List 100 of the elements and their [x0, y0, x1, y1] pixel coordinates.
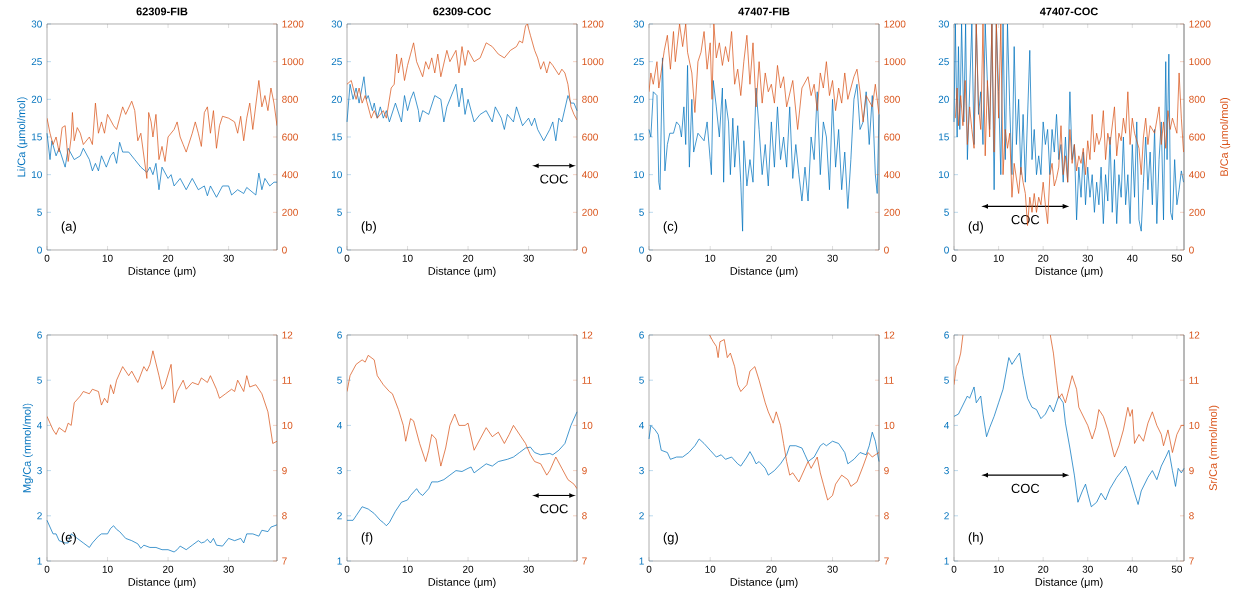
y2-tick-label: 8	[282, 512, 287, 520]
line-series	[347, 23, 578, 121]
y2-tick-label: 600	[282, 133, 298, 141]
x-tick-label: 40	[1127, 254, 1138, 262]
y2-axis-title: B/Ca (μmol/mol)	[1219, 97, 1231, 176]
y-tick-label: 25	[31, 58, 42, 66]
x-tick-label: 0	[646, 565, 652, 573]
y-tick-label: 2	[37, 512, 42, 520]
y-tick-label: 1	[944, 557, 949, 565]
y-tick-label: 20	[938, 95, 949, 103]
y2-axis-title: Sr/Ca (mmol/mol)	[1208, 405, 1220, 491]
y2-tick-label: 10	[1189, 421, 1200, 429]
x-tick-label: 10	[993, 565, 1004, 573]
y2-tick-label: 10	[582, 421, 593, 429]
y2-tick-label: 11	[884, 376, 894, 384]
y-tick-label: 10	[633, 171, 644, 179]
y-tick-label: 3	[337, 467, 342, 475]
annotation: COC	[540, 504, 568, 514]
x-tick-label: 10	[402, 565, 413, 573]
y-tick-label: 15	[31, 133, 42, 141]
y2-tick-label: 11	[582, 376, 592, 384]
y2-tick-label: 800	[282, 95, 298, 103]
y2-tick-label: 0	[282, 246, 287, 254]
x-tick-label: 0	[646, 254, 652, 262]
x-tick-label: 30	[523, 565, 534, 573]
y2-tick-label: 1200	[582, 20, 604, 28]
y-tick-label: 25	[938, 58, 949, 66]
y-tick-label: 0	[639, 246, 644, 254]
y2-tick-label: 8	[582, 512, 587, 520]
y-tick-label: 4	[639, 421, 645, 429]
y2-tick-label: 800	[582, 95, 598, 103]
annotation: (b)	[361, 221, 376, 234]
annotation: (g)	[663, 532, 678, 545]
y2-tick-label: 7	[1189, 557, 1194, 565]
y-tick-label: 1	[37, 557, 42, 565]
chart-title: 62309-FIB	[136, 7, 188, 16]
y-tick-label: 30	[31, 20, 42, 28]
y2-tick-label: 9	[1189, 467, 1194, 475]
y-tick-label: 15	[331, 133, 342, 141]
x-tick-label: 10	[705, 565, 716, 573]
y2-tick-label: 9	[884, 467, 889, 475]
y2-tick-label: 600	[1189, 133, 1205, 141]
x-axis-title: Distance (μm)	[730, 577, 798, 589]
y2-tick-label: 11	[1189, 376, 1199, 384]
y-tick-label: 2	[337, 512, 342, 520]
y-tick-label: 25	[331, 58, 342, 66]
x-tick-label: 30	[1082, 254, 1093, 262]
y-tick-label: 4	[337, 421, 343, 429]
x-axis-title: Distance (μm)	[128, 266, 196, 278]
x-tick-label: 10	[705, 254, 716, 262]
x-tick-label: 50	[1171, 565, 1183, 573]
x-tick-label: 10	[102, 254, 113, 262]
x-tick-label: 10	[993, 254, 1004, 262]
chart-title: 47407-COC	[1039, 7, 1098, 16]
y2-tick-label: 0	[1189, 246, 1194, 254]
y-tick-label: 30	[938, 20, 949, 28]
y-tick-label: 0	[944, 246, 949, 254]
y-tick-label: 5	[639, 208, 644, 216]
x-tick-label: 50	[1171, 254, 1183, 262]
x-axis-title: Distance (μm)	[1035, 266, 1103, 278]
y2-tick-label: 12	[282, 331, 293, 339]
y2-tick-label: 8	[884, 512, 889, 520]
y2-tick-label: 12	[582, 331, 593, 339]
y-tick-label: 5	[337, 376, 342, 384]
y2-tick-label: 200	[282, 208, 298, 216]
x-tick-label: 30	[1082, 565, 1093, 573]
x-axis-title: Distance (μm)	[428, 577, 496, 589]
line-series	[47, 350, 277, 444]
x-tick-label: 0	[44, 254, 50, 262]
x-tick-label: 10	[402, 254, 413, 262]
y-tick-label: 6	[639, 331, 644, 339]
x-tick-label: 10	[102, 565, 113, 573]
y2-tick-label: 800	[1189, 95, 1205, 103]
annotation: (h)	[968, 532, 983, 545]
y2-tick-label: 200	[1189, 208, 1205, 216]
y2-tick-label: 1000	[582, 58, 604, 66]
annotation: COC	[1011, 215, 1040, 225]
y-tick-label: 4	[37, 421, 43, 429]
y2-tick-label: 1200	[884, 20, 906, 28]
y2-tick-label: 800	[884, 95, 900, 103]
y2-tick-label: 7	[282, 557, 287, 565]
x-tick-label: 40	[1127, 565, 1138, 573]
x-tick-label: 30	[827, 254, 838, 262]
x-tick-label: 30	[223, 565, 234, 573]
chart-title: 47407-FIB	[738, 7, 790, 16]
annotation: (d)	[968, 221, 983, 234]
line-series	[648, 57, 880, 232]
x-tick-label: 30	[827, 565, 838, 573]
y2-tick-label: 600	[884, 133, 900, 141]
y-tick-label: 30	[633, 20, 644, 28]
y-tick-label: 20	[31, 95, 42, 103]
y2-tick-label: 7	[884, 557, 889, 565]
y2-tick-label: 9	[582, 467, 587, 475]
y2-tick-label: 11	[282, 376, 292, 384]
y2-tick-label: 400	[281, 171, 298, 179]
y-tick-label: 6	[337, 331, 342, 339]
y-tick-label: 20	[331, 95, 342, 103]
y2-tick-label: 1200	[1189, 20, 1211, 28]
y-tick-label: 1	[337, 557, 342, 565]
y2-tick-label: 400	[1188, 171, 1205, 179]
